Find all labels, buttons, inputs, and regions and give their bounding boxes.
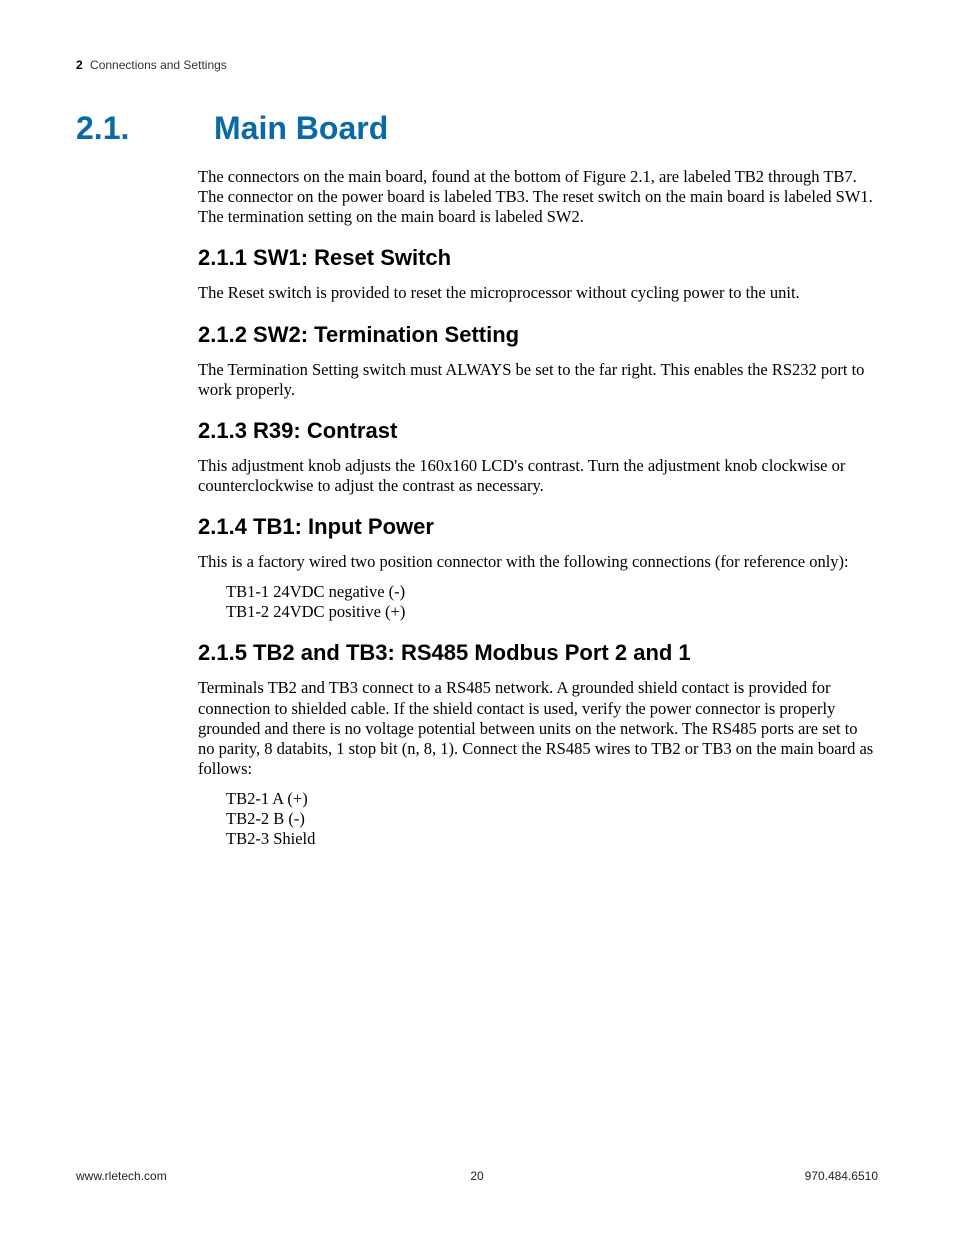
list-item: TB2-2 B (-) <box>226 809 874 829</box>
header-chapter-title: Connections and Settings <box>90 58 227 72</box>
subsection-heading: 2.1.4 TB1: Input Power <box>198 514 874 540</box>
list-item: TB2-1 A (+) <box>226 789 874 809</box>
section-intro: The connectors on the main board, found … <box>198 167 874 227</box>
list-item: TB1-2 24VDC positive (+) <box>226 602 874 622</box>
subsection-body: Terminals TB2 and TB3 connect to a RS485… <box>198 678 874 779</box>
section-title: Main Board <box>214 110 388 147</box>
subsection-list: TB1-1 24VDC negative (-) TB1-2 24VDC pos… <box>226 582 874 622</box>
subsection-heading: 2.1.3 R39: Contrast <box>198 418 874 444</box>
subsection-heading: 2.1.2 SW2: Termination Setting <box>198 322 874 348</box>
page: 2 Connections and Settings 2.1. Main Boa… <box>0 0 954 1235</box>
body-column: The connectors on the main board, found … <box>198 167 874 849</box>
list-item: TB2-3 Shield <box>226 829 874 849</box>
subsection-body: The Reset switch is provided to reset th… <box>198 283 874 303</box>
subsection-body: The Termination Setting switch must ALWA… <box>198 360 874 400</box>
page-footer: www.rletech.com 20 970.484.6510 <box>76 1169 878 1183</box>
header-chapter-number: 2 <box>76 58 83 72</box>
subsection-list: TB2-1 A (+) TB2-2 B (-) TB2-3 Shield <box>226 789 874 849</box>
subsection-body: This is a factory wired two position con… <box>198 552 874 572</box>
section-number: 2.1. <box>76 110 214 147</box>
subsection-heading: 2.1.5 TB2 and TB3: RS485 Modbus Port 2 a… <box>198 640 874 666</box>
subsection-body: This adjustment knob adjusts the 160x160… <box>198 456 874 496</box>
list-item: TB1-1 24VDC negative (-) <box>226 582 874 602</box>
section-heading: 2.1. Main Board <box>76 110 878 147</box>
running-header: 2 Connections and Settings <box>76 58 878 72</box>
footer-page-number: 20 <box>76 1169 878 1183</box>
subsection-heading: 2.1.1 SW1: Reset Switch <box>198 245 874 271</box>
